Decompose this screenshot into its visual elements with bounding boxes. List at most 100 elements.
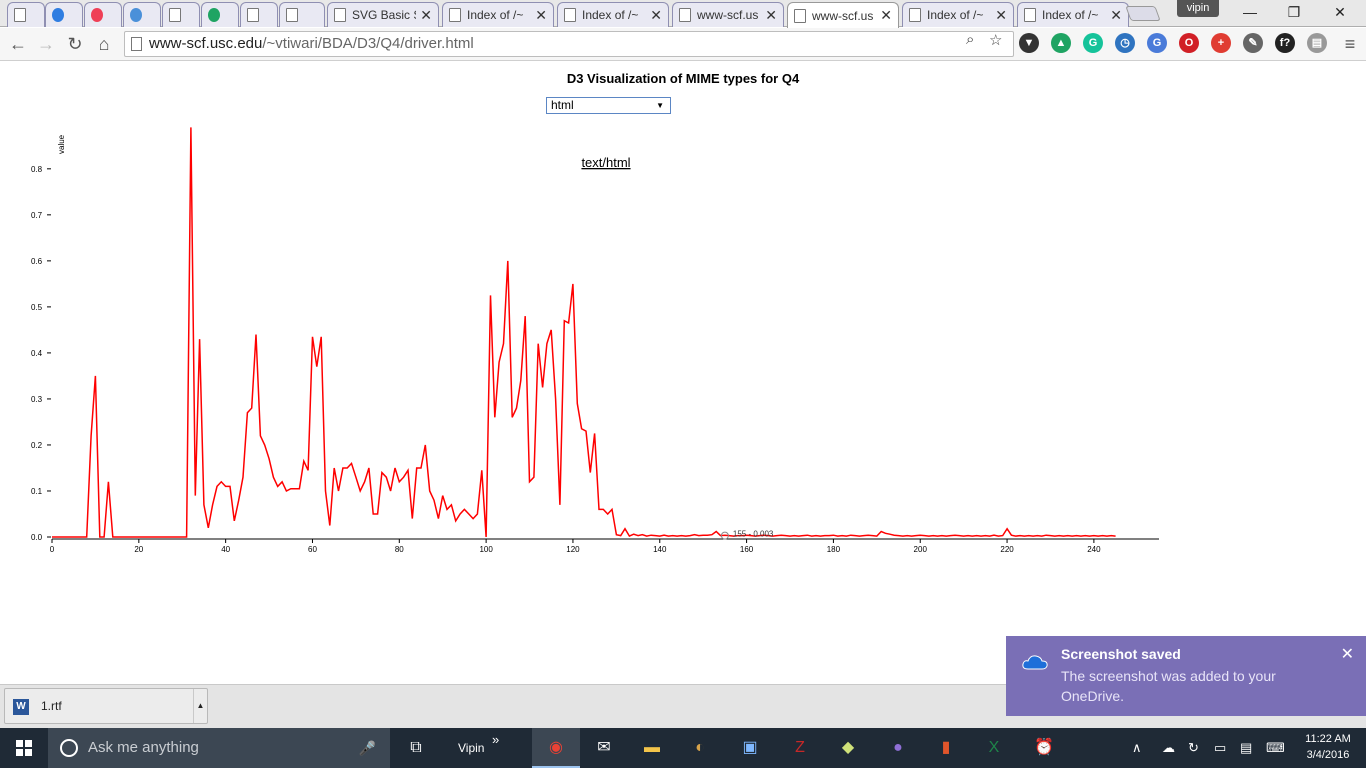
- timer-extension-icon[interactable]: ◷: [1115, 33, 1135, 53]
- menu-icon[interactable]: ≡: [1344, 34, 1356, 54]
- page-icon: [1024, 8, 1036, 22]
- filezilla-taskbar-icon[interactable]: Z: [795, 739, 805, 756]
- tab-close-icon[interactable]: ✕: [1110, 6, 1122, 23]
- browser-tab[interactable]: [7, 2, 45, 27]
- excel-taskbar-icon[interactable]: X: [988, 739, 1000, 756]
- profile-button[interactable]: vipin: [1177, 0, 1219, 17]
- close-window-button[interactable]: ✕: [1334, 4, 1346, 20]
- battery-tray-icon[interactable]: ▭: [1214, 740, 1227, 755]
- explorer-taskbar-icon[interactable]: ▬: [644, 739, 660, 756]
- translate-extension-icon[interactable]: G: [1147, 33, 1167, 53]
- microphone-icon[interactable]: 🎤: [358, 740, 376, 756]
- download-item[interactable]: W 1.rtf ▲: [4, 688, 208, 724]
- eyedropper-extension-icon[interactable]: ✎: [1243, 33, 1263, 53]
- new-tab-button[interactable]: [1125, 6, 1161, 21]
- grammarly-extension-icon[interactable]: G: [1083, 33, 1103, 53]
- sticky-taskbar-icon[interactable]: ◆: [841, 739, 855, 756]
- eclipse-taskbar-icon[interactable]: ◐: [695, 739, 705, 756]
- onedrive-notification[interactable]: Screenshot saved The screenshot was adde…: [1006, 636, 1366, 716]
- tab-close-icon[interactable]: ✕: [880, 7, 892, 23]
- onedrive-tray-icon[interactable]: ☁: [1162, 740, 1175, 755]
- browser-tab[interactable]: [84, 2, 122, 27]
- bookmark-star-icon[interactable]: ☆: [989, 32, 1003, 49]
- page-content: D3 Visualization of MIME types for Q4 ht…: [0, 62, 1366, 684]
- cortana-search-box[interactable]: Ask me anything 🎤: [48, 728, 390, 768]
- tab-label: Index of /~: [582, 8, 639, 22]
- browser-tab[interactable]: SVG Basic S ✕: [327, 2, 439, 27]
- page-icon: [794, 8, 806, 23]
- back-button[interactable]: ←: [9, 34, 27, 54]
- word-file-icon: W: [13, 699, 29, 715]
- drive-icon: [208, 8, 220, 22]
- mime-select-value: html: [551, 98, 574, 112]
- search-placeholder: Ask me anything: [88, 739, 199, 756]
- browser-tab[interactable]: Index of /~ ✕: [442, 2, 554, 27]
- home-button[interactable]: ⌂: [98, 34, 110, 54]
- toolbar-label[interactable]: Vipin: [458, 741, 485, 755]
- notifications-tray-icon[interactable]: ▤: [1240, 740, 1253, 755]
- close-icon[interactable]: ✕: [1340, 646, 1354, 663]
- alarm-taskbar-icon[interactable]: ⏰: [1034, 739, 1054, 756]
- sync-tray-icon[interactable]: ↻: [1188, 740, 1199, 755]
- tab-label: Index of /~: [927, 8, 984, 22]
- x-tick-label: 60: [308, 545, 317, 554]
- font-extension-icon[interactable]: f?: [1275, 33, 1295, 53]
- reload-button[interactable]: ↻: [67, 34, 83, 54]
- browser-tab[interactable]: [162, 2, 200, 27]
- url-path: /~vtiwari/BDA/D3/Q4/driver.html: [262, 35, 474, 52]
- browser-tab[interactable]: [279, 2, 325, 27]
- y-axis: 0.0 0.1 0.2 0.3 0.4 0.5 0.6 0.7 0.8: [31, 165, 51, 542]
- notes-extension-icon[interactable]: ▤: [1307, 33, 1327, 53]
- keyboard-tray-icon[interactable]: ⌨: [1266, 740, 1285, 755]
- chevron-up-icon[interactable]: ▲: [193, 689, 207, 723]
- x-tick-label: 200: [914, 545, 928, 554]
- browser-tab[interactable]: [240, 2, 278, 27]
- office-taskbar-icon[interactable]: ▮: [941, 739, 951, 756]
- tab-close-icon[interactable]: ✕: [420, 6, 432, 23]
- chevron-up-tray-icon[interactable]: ∧: [1132, 740, 1142, 755]
- address-bar[interactable]: www-scf.usc.edu/~vtiwari/BDA/D3/Q4/drive…: [124, 31, 1014, 57]
- page-icon: [14, 8, 26, 22]
- windows-start-icon[interactable]: [0, 728, 48, 768]
- y-tick-label: 0.4: [31, 349, 43, 358]
- forward-button[interactable]: →: [37, 34, 55, 54]
- maximize-button[interactable]: ❐: [1287, 4, 1301, 20]
- mime-type-select[interactable]: html ▼: [546, 97, 671, 114]
- pocket-extension-icon[interactable]: ▼: [1019, 33, 1039, 53]
- tab-close-icon[interactable]: ✕: [535, 6, 547, 23]
- plus-extension-icon[interactable]: +: [1211, 33, 1231, 53]
- browser-tab[interactable]: www-scf.us ✕: [672, 2, 784, 27]
- browser-tab[interactable]: [45, 2, 83, 27]
- tab-close-icon[interactable]: ✕: [995, 6, 1007, 23]
- vlc-taskbar-icon[interactable]: ●: [893, 739, 903, 756]
- sourcetree-taskbar-icon[interactable]: ▣: [742, 739, 758, 756]
- clock[interactable]: 11:22 AM 3/4/2016: [1295, 731, 1361, 763]
- browser-tab[interactable]: Index of /~ ✕: [557, 2, 669, 27]
- x-tick-label: 0: [50, 545, 55, 554]
- tab-close-icon[interactable]: ✕: [765, 6, 777, 23]
- chrome-taskbar-icon[interactable]: ◉: [532, 728, 580, 768]
- browser-tab[interactable]: Index of /~ ✕: [902, 2, 1014, 27]
- browser-toolbar: ← → ↻ ⌂ www-scf.usc.edu/~vtiwari/BDA/D3/…: [0, 28, 1366, 61]
- series-line: [52, 127, 1116, 538]
- cortana-icon: [60, 739, 78, 757]
- browser-tab[interactable]: [201, 2, 239, 27]
- adblock-extension-icon[interactable]: O: [1179, 33, 1199, 53]
- chevron-right-icon[interactable]: »: [492, 732, 500, 747]
- page-icon: [334, 8, 346, 22]
- page-icon: [286, 8, 298, 22]
- y-tick-label: 0.3: [31, 395, 43, 404]
- browser-tab[interactable]: www-scf.us ✕: [787, 2, 899, 28]
- task-view-icon[interactable]: ⧉: [410, 739, 422, 756]
- browser-tab[interactable]: [123, 2, 161, 27]
- url-host: www-scf.usc.edu: [149, 35, 263, 52]
- drive-extension-icon[interactable]: ▲: [1051, 33, 1071, 53]
- browser-tab[interactable]: Index of /~ ✕: [1017, 2, 1129, 27]
- tab-close-icon[interactable]: ✕: [650, 6, 662, 23]
- zoom-icon[interactable]: ⌕: [966, 31, 975, 48]
- x-tick-label: 240: [1087, 545, 1101, 554]
- mail-taskbar-icon[interactable]: ✉: [597, 739, 611, 756]
- y-tick-label: 0.2: [31, 441, 43, 450]
- minimize-button[interactable]: —: [1243, 4, 1257, 20]
- x-tick-label: 80: [395, 545, 404, 554]
